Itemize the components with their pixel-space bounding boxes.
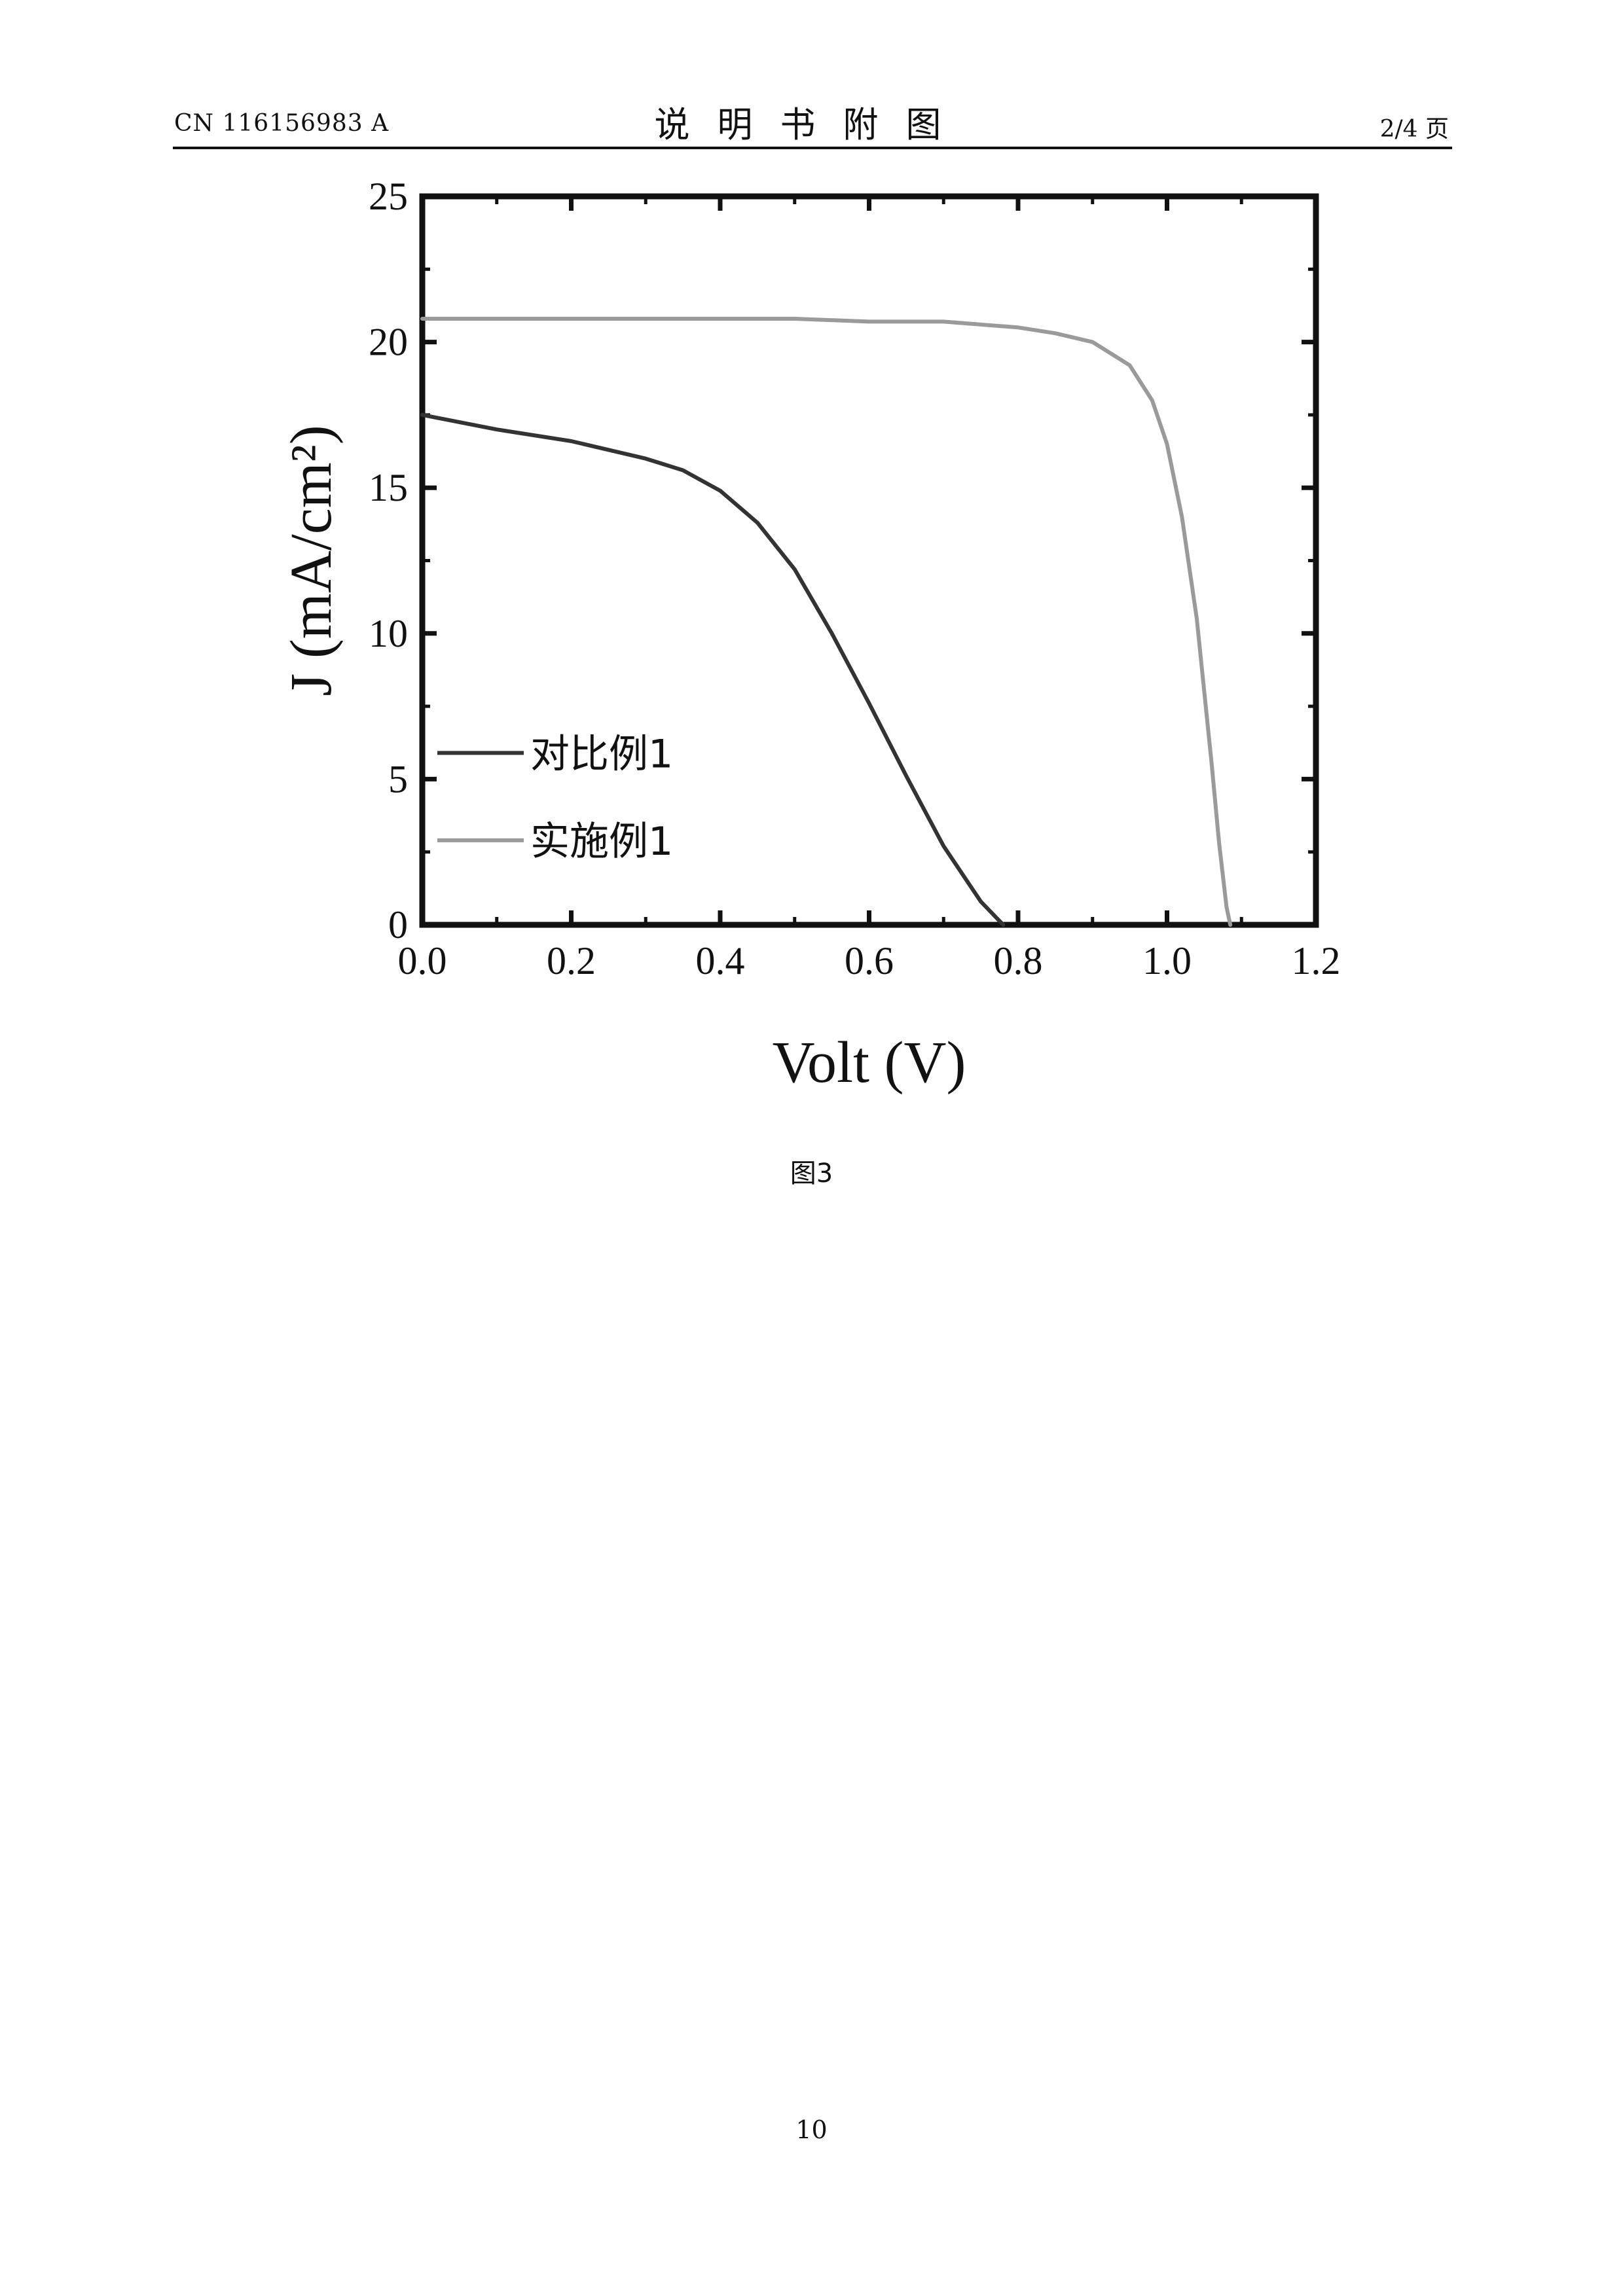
x-tick-label: 1.2	[1292, 939, 1341, 982]
y-tick-label: 25	[369, 175, 408, 218]
x-tick-label: 1.0	[1142, 939, 1192, 982]
page-number: 10	[795, 2115, 828, 2144]
y-tick-label: 10	[369, 612, 408, 655]
series-line-2	[420, 317, 1233, 927]
patent-number: CN 116156983 A	[174, 110, 390, 137]
header-rule	[173, 147, 1452, 149]
figure-caption: 图3	[790, 1158, 833, 1189]
y-tick-label: 20	[369, 321, 408, 364]
series-line-1	[420, 412, 1006, 927]
x-tick-label: 0.6	[845, 939, 894, 982]
y-tick-label: 5	[388, 757, 408, 800]
jv-chart-svg: 0.0 0.2 0.4 0.6 0.8 1.0 1.2 0 5 10 15 20 25 对比例1 实施例1…	[279, 175, 1341, 1095]
jv-chart: 0.0 0.2 0.4 0.6 0.8 1.0 1.2 0 5 10 15 20 25 对比例1 实施例1…	[262, 167, 1375, 1096]
legend-label-2: 实施例1	[530, 819, 673, 865]
y-tick-label: 15	[369, 466, 408, 509]
y-axis-label: J (mA/cm²)	[279, 425, 344, 696]
page-fraction: 2/4 页	[1379, 116, 1449, 143]
plot-frame	[419, 193, 1319, 928]
section-title: 说明书附图	[654, 104, 969, 145]
x-tick-label: 0.2	[547, 939, 596, 982]
y-tick-label: 0	[388, 903, 408, 946]
legend-label-1: 对比例1	[530, 731, 673, 777]
x-tick-label: 0.4	[696, 939, 745, 982]
x-tick-label: 0.8	[994, 939, 1043, 982]
x-tick-label: 0.0	[398, 939, 447, 982]
x-axis-label: Volt (V)	[773, 1030, 966, 1095]
